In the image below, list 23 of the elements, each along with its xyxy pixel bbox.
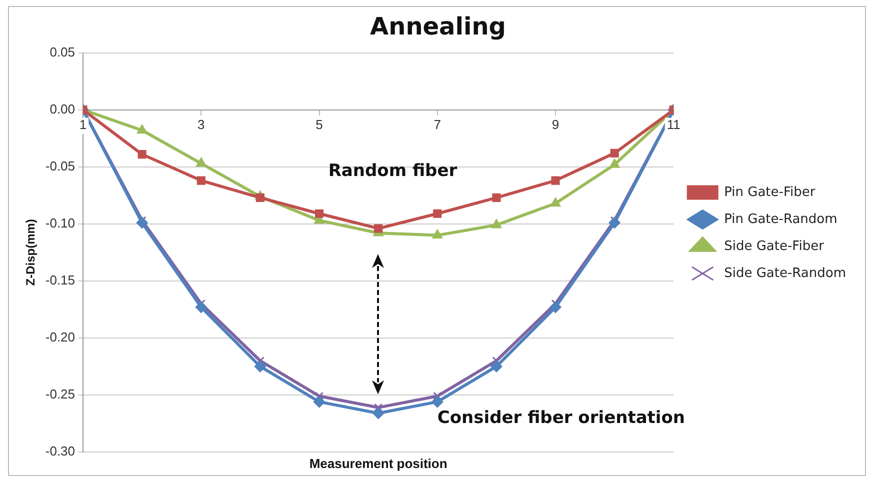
x-axis-title: Measurement position: [309, 456, 448, 472]
legend-label: Side Gate-Fiber: [724, 238, 825, 254]
legend-label: Pin Gate-Fiber: [724, 184, 816, 200]
y-tick-label: 0.05: [50, 44, 76, 60]
x-tick-label: 1: [79, 116, 87, 132]
y-tick-label: -0.25: [45, 386, 76, 402]
y-tick-label: -0.15: [45, 272, 76, 288]
annotation: Random fiber: [328, 161, 458, 182]
y-tick-label: -0.10: [45, 215, 76, 230]
y-tick-label: -0.30: [45, 444, 76, 459]
annotation: Consider fiber orientation: [437, 408, 686, 428]
legend-label: Pin Gate-Random: [724, 212, 838, 227]
x-tick-label: 11: [666, 116, 680, 132]
x-tick-label: 5: [316, 116, 323, 132]
x-tick-label: 7: [434, 116, 441, 132]
y-tick-label: 0.00: [50, 101, 76, 116]
y-tick-label: -0.20: [45, 330, 76, 345]
legend-label: Side Gate-Random: [724, 266, 846, 281]
y-axis-title: Z-Disp(mm): [24, 219, 38, 286]
y-tick-label: -0.05: [45, 158, 76, 174]
chart-title: Annealing: [370, 12, 506, 41]
x-tick-label: 3: [198, 116, 205, 132]
x-tick-label: 9: [552, 116, 560, 132]
